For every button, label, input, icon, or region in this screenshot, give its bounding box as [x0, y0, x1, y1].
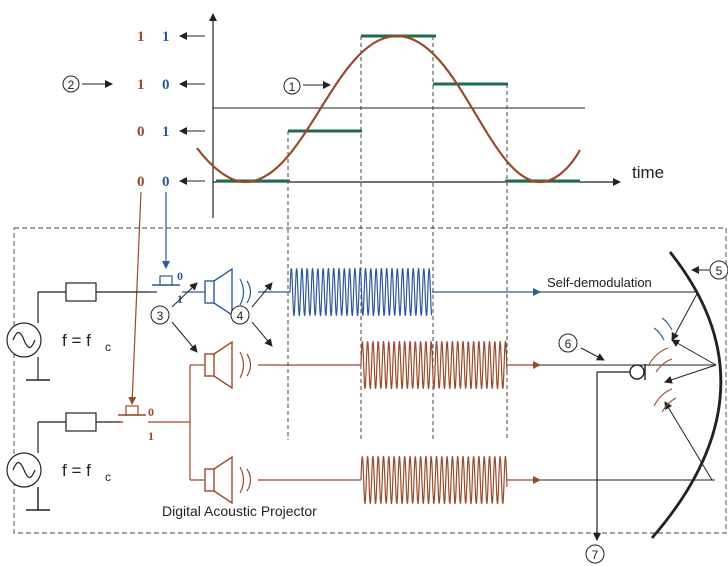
freq-top: f = f [62, 331, 91, 350]
marker-4-label: 4 [237, 309, 244, 323]
resistor-bottom [65, 412, 97, 432]
sine-icon-top [12, 331, 36, 349]
freq-top-sub: c [105, 340, 111, 354]
marker-3-label: 3 [157, 309, 164, 323]
freq-bottom-sub: c [105, 470, 111, 484]
bit-blue-2: 1 [162, 124, 170, 140]
freq-bottom: f = f [62, 461, 91, 480]
marker-2-label: 2 [68, 78, 75, 92]
speaker-bottom-b [204, 468, 215, 492]
marker-5-circle [709, 260, 728, 280]
bit-brown-1: 1 [137, 77, 145, 93]
marker-7-circle [585, 544, 605, 564]
speaker-top [204, 280, 215, 304]
marker-3-circle [150, 305, 170, 325]
bit-brown-0: 1 [137, 29, 145, 45]
microphone [593, 364, 646, 541]
microphone-icon [629, 364, 645, 380]
signal-chart: 1 time [179, 13, 664, 440]
speaker-bottom-a [204, 353, 215, 377]
bit-blue-3: 0 [162, 174, 170, 190]
marker-7-label: 7 [592, 548, 599, 562]
resistor-top [65, 282, 97, 302]
channel-bottom: f = f c 0 1 [6, 339, 717, 511]
marker-4-circle [230, 305, 250, 325]
reflector-dish [650, 251, 723, 539]
bit-blue-0: 1 [162, 29, 170, 45]
analog-signal-curve [196, 34, 581, 184]
marker-5-label: 5 [716, 264, 723, 278]
switch-button-top [159, 275, 173, 286]
bit-blue-1: 0 [162, 77, 170, 93]
bit-columns: 1 1 0 0 1 0 1 0 [137, 29, 170, 190]
marker-6-circle [558, 333, 578, 353]
bit-brown-2: 0 [137, 124, 145, 140]
projector-box [13, 227, 727, 534]
time-label: time [632, 163, 664, 182]
switch-bottom-1: 1 [148, 429, 154, 443]
carrier-wave-top [289, 267, 433, 317]
carrier-wave-middle [360, 340, 508, 390]
bit-brown-3: 0 [137, 174, 145, 190]
brown-bit-arrow [128, 191, 142, 405]
marker-1-label: 1 [289, 80, 296, 94]
switch-top-0: 0 [177, 269, 183, 283]
marker-2-circle [62, 75, 80, 93]
switch-bottom-0: 0 [148, 405, 154, 419]
switch-button-bottom [125, 405, 139, 416]
carrier-wave-bottom [360, 455, 508, 505]
projector-label: Digital Acoustic Projector [162, 503, 317, 519]
marker-6-label: 6 [565, 337, 572, 351]
sine-icon-bottom [12, 461, 36, 479]
channel-top: f = f c 0 1 Self-demodulation [6, 267, 699, 381]
self-demodulation-label: Self-demodulation [547, 275, 652, 290]
marker-1-circle [283, 77, 301, 95]
